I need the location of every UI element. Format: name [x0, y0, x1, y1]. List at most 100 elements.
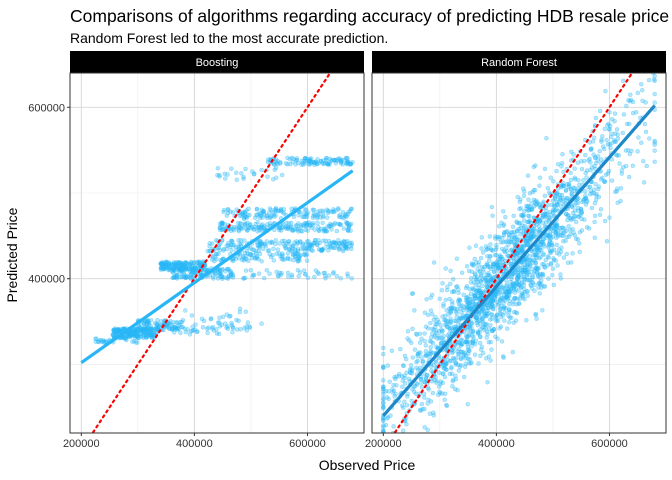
data-point: [496, 224, 502, 229]
data-point: [300, 222, 306, 227]
data-point: [321, 238, 326, 243]
data-point: [226, 274, 232, 280]
data-point: [102, 339, 108, 344]
data-point: [241, 174, 246, 180]
data-point: [162, 265, 168, 271]
data-point: [298, 239, 303, 244]
data-point: [149, 332, 154, 338]
data-point: [254, 254, 260, 259]
data-point: [384, 416, 390, 421]
data-point: [527, 277, 533, 283]
data-point: [520, 265, 525, 270]
data-point: [483, 326, 488, 331]
data-point: [254, 206, 260, 212]
data-point: [217, 247, 222, 253]
data-point: [517, 220, 523, 226]
data-point: [242, 238, 247, 243]
data-point: [475, 331, 481, 336]
data-point: [394, 383, 399, 388]
data-point: [241, 209, 246, 215]
data-point: [490, 298, 495, 304]
data-point: [493, 334, 498, 339]
data-point: [609, 117, 615, 122]
data-point: [412, 308, 417, 313]
data-point: [454, 284, 460, 289]
data-point: [184, 260, 189, 266]
data-point: [275, 273, 281, 279]
data-point: [225, 276, 231, 281]
data-point: [214, 327, 219, 332]
data-point: [512, 232, 518, 238]
data-point: [537, 291, 542, 296]
data-point: [521, 282, 527, 288]
data-point: [182, 266, 188, 272]
data-point: [116, 328, 121, 333]
data-point: [506, 293, 511, 298]
data-point: [405, 440, 409, 444]
data-point: [537, 218, 542, 224]
data-point: [312, 213, 318, 218]
data-point: [486, 339, 492, 345]
data-point: [129, 329, 134, 334]
data-point: [549, 240, 554, 246]
data-point: [334, 228, 340, 234]
data-point: [345, 271, 350, 276]
data-point: [296, 273, 301, 279]
data-point: [475, 288, 481, 294]
data-point: [180, 325, 186, 330]
data-point: [229, 248, 234, 253]
data-point: [336, 214, 342, 219]
data-point: [256, 239, 261, 244]
data-point: [444, 321, 449, 327]
data-point: [425, 312, 431, 318]
data-point: [212, 270, 217, 276]
data-point: [546, 255, 551, 260]
data-point: [502, 289, 508, 294]
data-point: [280, 209, 285, 215]
data-point: [307, 161, 313, 166]
data-point: [603, 88, 608, 94]
data-point: [399, 374, 405, 379]
data-point: [273, 159, 278, 164]
data-point: [646, 77, 652, 83]
data-point: [621, 112, 627, 117]
data-point: [490, 299, 496, 304]
data-point: [324, 229, 329, 234]
data-point: [185, 327, 190, 332]
data-point: [111, 333, 116, 338]
data-point: [347, 222, 353, 227]
data-point: [408, 340, 414, 346]
data-point: [175, 263, 180, 269]
data-point: [277, 251, 282, 256]
data-point: [219, 322, 225, 328]
data-point: [563, 187, 569, 193]
data-point: [652, 142, 657, 147]
data-point: [557, 225, 562, 231]
data-point: [282, 243, 287, 249]
data-point: [334, 241, 339, 246]
data-point: [456, 302, 462, 307]
data-point: [287, 157, 293, 162]
data-point: [221, 274, 226, 280]
data-point: [518, 284, 524, 290]
data-point: [554, 199, 560, 205]
data-point: [519, 247, 525, 252]
x-tick-label: 400000: [478, 438, 515, 450]
data-point: [484, 279, 489, 284]
data-point: [210, 324, 216, 330]
data-point: [343, 244, 349, 249]
data-point: [127, 330, 132, 336]
data-point: [429, 331, 435, 336]
data-point: [231, 224, 237, 230]
data-point: [516, 288, 521, 293]
data-point: [576, 200, 581, 205]
data-point: [422, 379, 428, 385]
data-point: [511, 283, 517, 288]
data-point: [499, 220, 504, 226]
data-point: [319, 248, 325, 253]
data-point: [514, 310, 520, 316]
data-point: [221, 226, 227, 231]
data-point: [233, 256, 239, 262]
data-point: [289, 272, 295, 277]
data-point: [278, 208, 284, 214]
